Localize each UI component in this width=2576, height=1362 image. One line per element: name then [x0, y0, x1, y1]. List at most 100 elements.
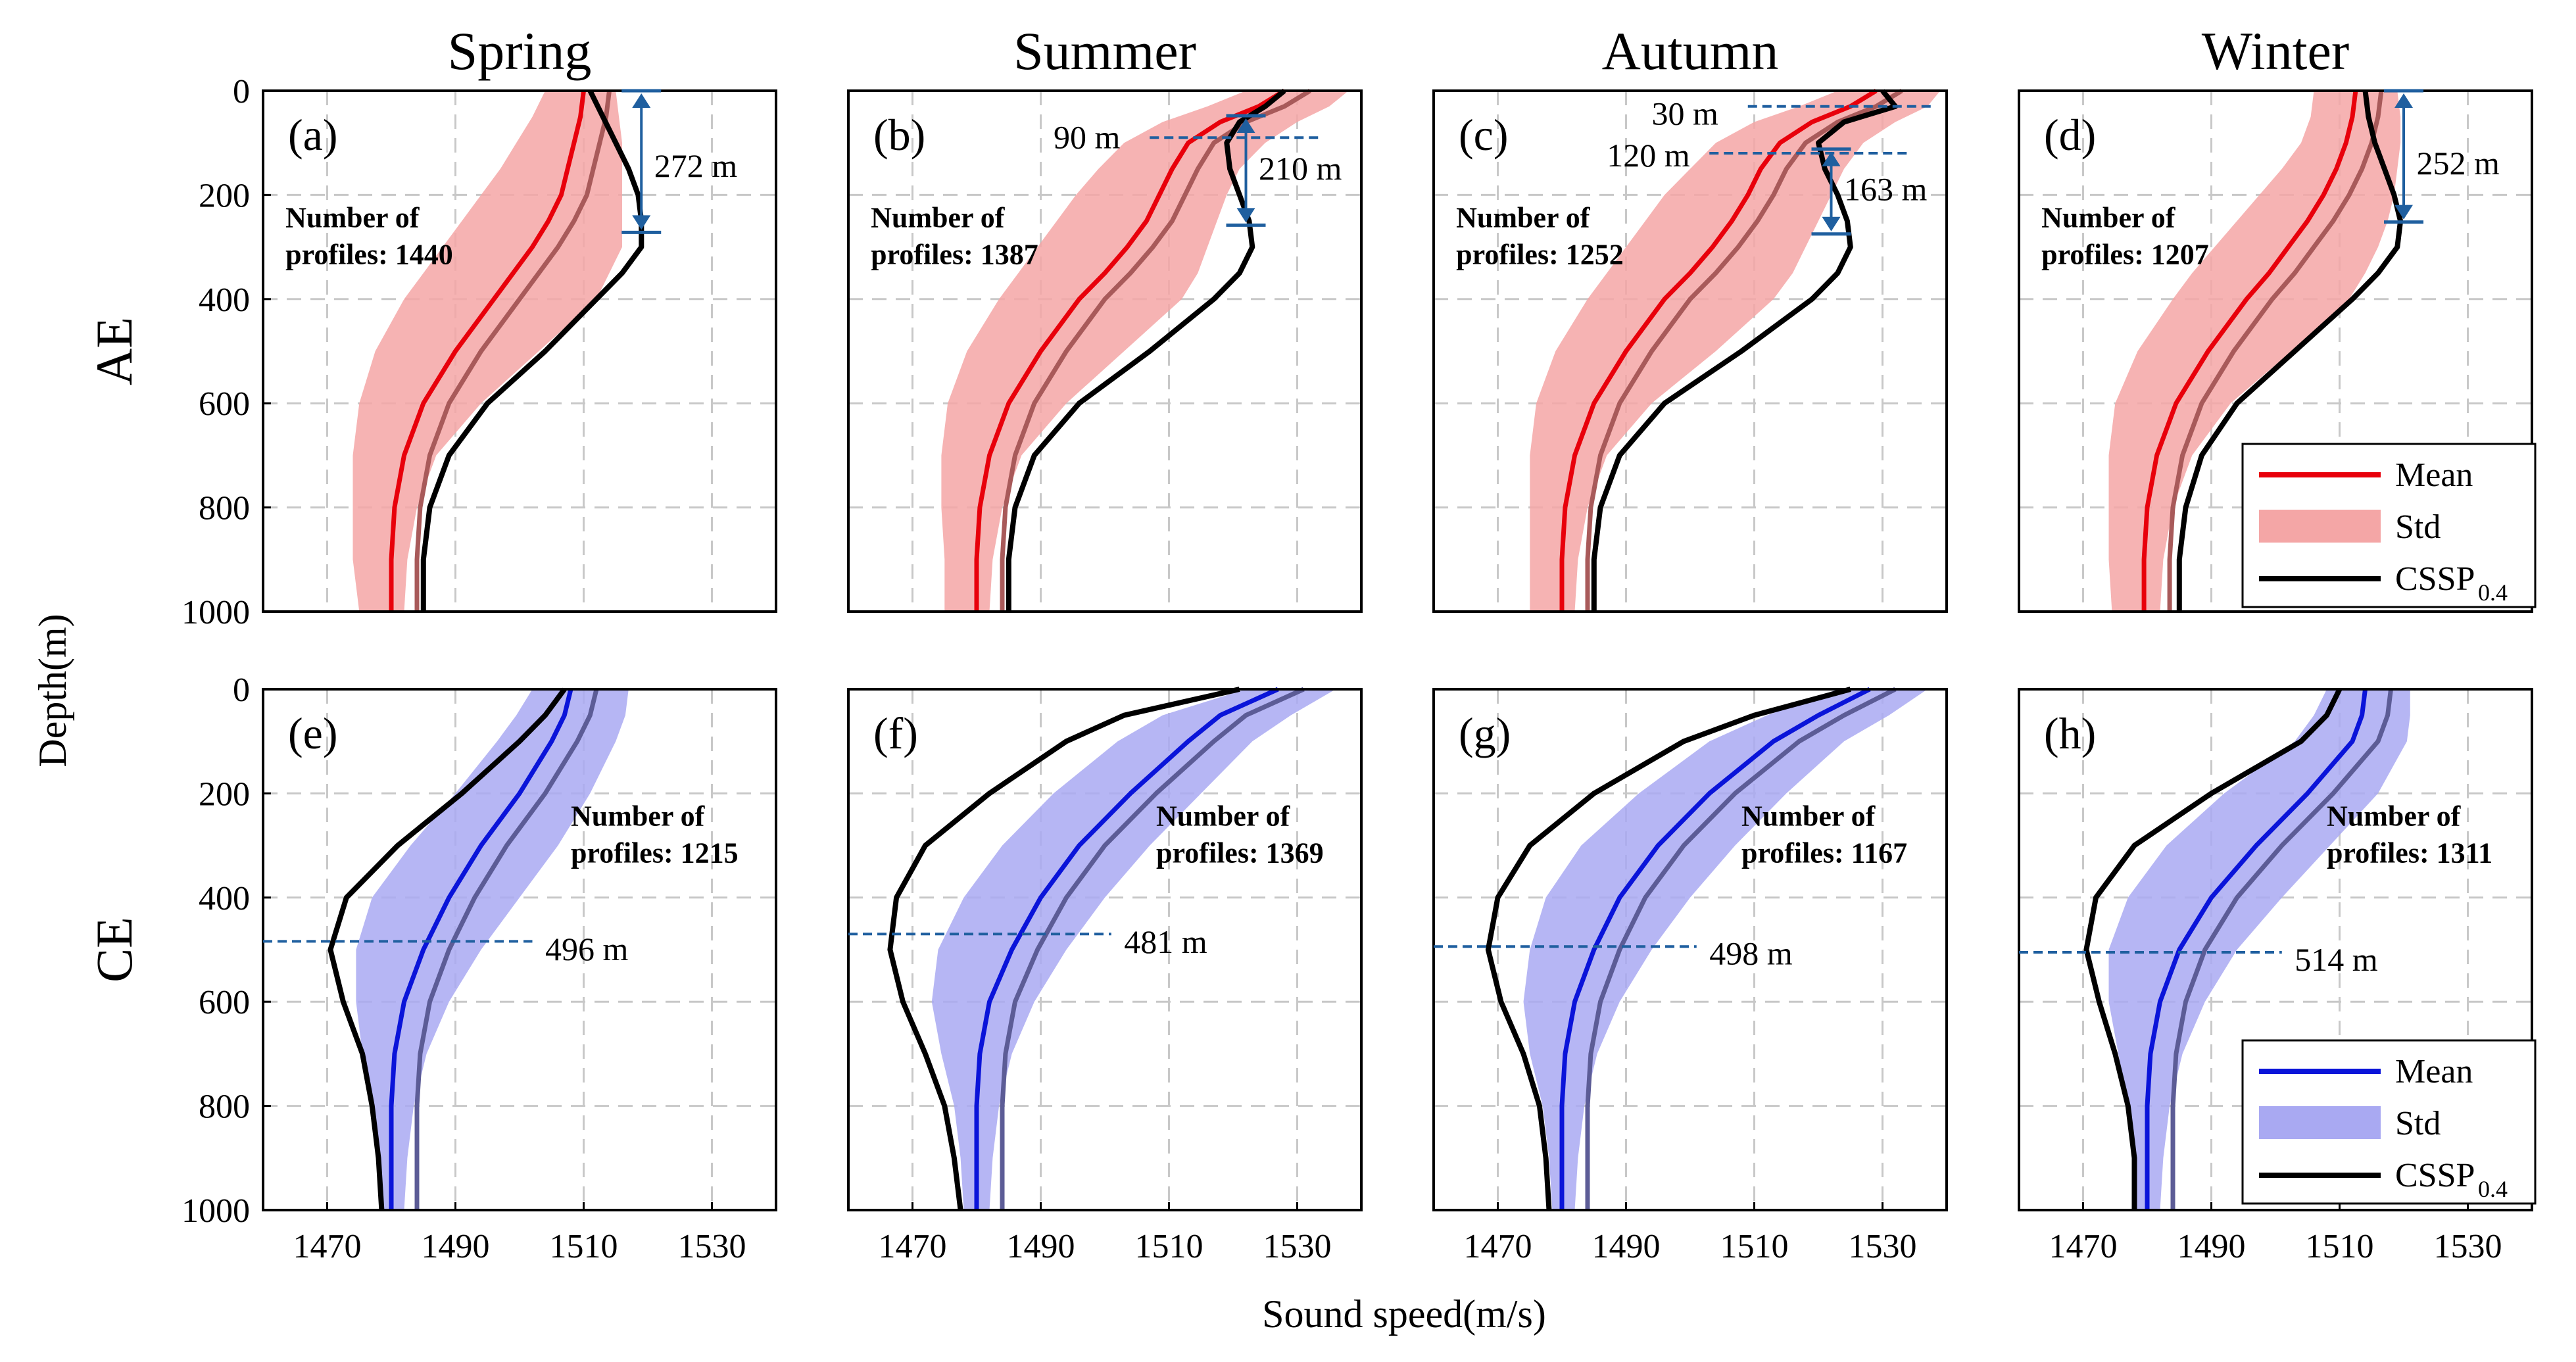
season-title-summer: Summer: [1013, 21, 1196, 81]
legend-cssp-label: CSSP: [2395, 560, 2475, 598]
profile-count-line2: profiles: 1167: [1741, 837, 1907, 869]
reference-line: [1585, 89, 1903, 612]
std-band: [941, 91, 1349, 612]
arrow-head-down: [1822, 216, 1841, 231]
depth-annotation: 120 m: [1607, 137, 1690, 174]
plot-frame: [847, 688, 1363, 1211]
panel-f: 1470 1490 1510 1530 (f) Number of profiles: 13…: [847, 687, 1363, 1265]
y-tick-label: 0: [233, 73, 250, 110]
depth-annotation: 163 m: [1844, 170, 1928, 207]
x-tick-label: 1530: [1849, 1228, 1917, 1265]
arrow-head-down: [2394, 205, 2413, 220]
std-band: [1530, 91, 1941, 612]
profile-count-line1: Number of: [1456, 202, 1591, 234]
mean-line: [389, 90, 586, 612]
x-axis-label: Sound speed(m/s): [1262, 1292, 1546, 1336]
reference-line: [1585, 687, 1897, 1210]
x-tick-label: 1530: [1263, 1228, 1332, 1265]
std-band: [356, 689, 629, 1210]
cssp-line: [1485, 687, 1851, 1211]
arrow-head-up: [1822, 151, 1841, 166]
mean-line: [974, 687, 1279, 1210]
plot-frame: [262, 688, 777, 1211]
reference-line: [414, 90, 612, 612]
plot-frame: [1432, 89, 1948, 613]
panel-c: (c) Number of profiles: 1252 30 m 120 m 163 m: [1432, 89, 1948, 613]
row-label-ce: CE: [85, 917, 143, 983]
profile-count-line2: profiles: 1369: [1156, 837, 1324, 869]
depth-annotation: 514 m: [2295, 941, 2378, 978]
legend-std-label: Std: [2395, 508, 2441, 546]
arrow-head-up: [632, 93, 651, 108]
depth-annotation: 272 m: [654, 147, 738, 184]
y-tick-label: 1000: [182, 1192, 250, 1230]
plot-frame: [1432, 688, 1948, 1211]
legend-cssp-subscript: 0.4: [2478, 579, 2508, 606]
cssp-line: [2083, 688, 2343, 1210]
depth-annotation: 90 m: [1054, 118, 1121, 155]
depth-annotation: 252 m: [2417, 145, 2500, 182]
profile-count-line1: Number of: [2041, 202, 2176, 234]
plot-frame: [847, 89, 1363, 613]
panel-e: 0 200 400 600 800 1000 1470 1490 1510 1530 (e) Numb…: [182, 671, 777, 1265]
profile-count-line2: profiles: 1252: [1456, 239, 1624, 271]
mean-line: [2141, 90, 2358, 612]
depth-annotation: 498 m: [1709, 935, 1793, 971]
legend-std-swatch: [2259, 510, 2381, 543]
y-tick-label: 400: [199, 880, 250, 917]
std-band: [1523, 689, 1928, 1210]
panel-h: 1470 1490 1510 1530 (h) Number of profiles: 13…: [2018, 688, 2537, 1265]
x-tick-label: 1470: [293, 1228, 362, 1265]
x-tick-label: 1530: [2434, 1228, 2502, 1265]
profile-count-line1: Number of: [1156, 800, 1291, 833]
std-band: [931, 689, 1336, 1210]
cssp-line: [2176, 90, 2404, 612]
x-tick-label: 1510: [1135, 1228, 1203, 1265]
depth-annotation: 481 m: [1124, 923, 1207, 960]
panel-label: (g): [1459, 708, 1511, 758]
profile-count-line2: profiles: 1440: [285, 239, 453, 271]
panel-d: (d) Number of profiles: 1207 252 m Mean Std CS…: [2018, 89, 2537, 613]
x-tick-label: 1510: [550, 1228, 618, 1265]
cssp-line: [328, 687, 567, 1211]
profile-count-line1: Number of: [1741, 800, 1876, 833]
reference-line: [2170, 689, 2393, 1210]
x-tick-label: 1470: [1464, 1228, 1532, 1265]
x-tick-label: 1470: [879, 1228, 947, 1265]
x-tick-label: 1530: [678, 1228, 746, 1265]
legend-cssp-subscript: 0.4: [2478, 1176, 2508, 1202]
reference-line: [414, 689, 599, 1210]
y-tick-label: 800: [199, 1088, 250, 1126]
cssp-line: [1006, 88, 1286, 612]
y-tick-label: 600: [199, 385, 250, 423]
std-band: [2108, 689, 2410, 1210]
panel-label: (e): [288, 708, 337, 758]
profile-count-line2: profiles: 1215: [571, 837, 739, 869]
arrow-head-down: [632, 215, 651, 230]
panel-a: 0 200 400 600 800 1000 (a) Number of profiles: 1…: [182, 73, 777, 631]
y-tick-label: 400: [199, 281, 250, 319]
legend-std-swatch: [2259, 1106, 2381, 1139]
y-tick-label: 800: [199, 490, 250, 527]
profile-count-line1: Number of: [871, 202, 1006, 234]
season-title-autumn: Autumn: [1602, 21, 1779, 81]
y-tick-label: 200: [199, 775, 250, 813]
legend: Mean Std CSSP 0.4: [2241, 443, 2537, 608]
plot-frame: [262, 89, 777, 613]
depth-annotation: 30 m: [1652, 95, 1719, 132]
legend-cssp-label: CSSP: [2395, 1157, 2475, 1194]
x-tick-label: 1470: [2049, 1228, 2118, 1265]
legend-mean-label: Mean: [2395, 1053, 2473, 1090]
arrow-head-up: [1236, 118, 1255, 134]
panel-label: (c): [1459, 110, 1508, 160]
panel-label: (h): [2044, 708, 2096, 758]
mean-line: [2145, 689, 2368, 1210]
plot-frame: [2018, 688, 2533, 1211]
plot-frame: [2018, 89, 2533, 613]
arrow-head-up: [2394, 93, 2413, 108]
panel-label: (d): [2044, 110, 2096, 160]
profile-count-line1: Number of: [2327, 800, 2462, 833]
profile-count-line2: profiles: 1207: [2041, 239, 2209, 271]
panel-label: (a): [288, 110, 337, 160]
